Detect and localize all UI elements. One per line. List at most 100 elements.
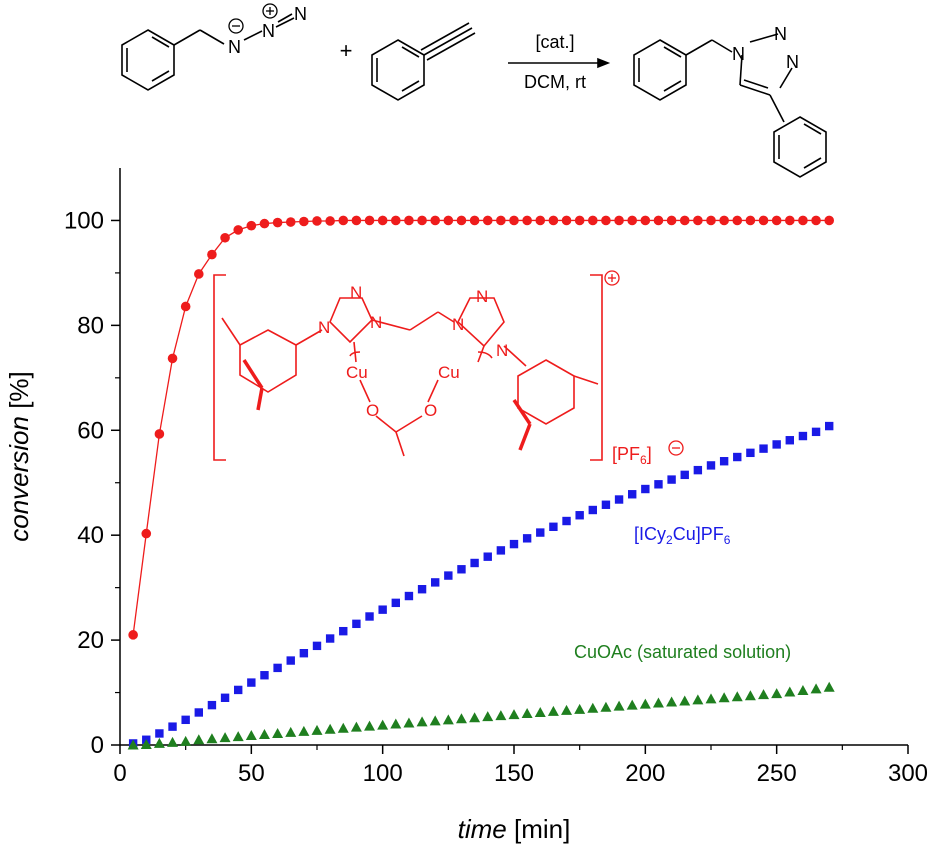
data-point bbox=[521, 708, 533, 719]
series-labels: [PF6] [ICy2Cu]PF6 CuOAc (saturated solut… bbox=[574, 440, 791, 662]
data-point bbox=[443, 215, 454, 226]
data-point bbox=[286, 656, 295, 665]
y-axis-title-unit: [%] bbox=[4, 371, 34, 416]
x-axis-title-italic: time bbox=[458, 814, 507, 844]
reaction-arrow bbox=[508, 57, 611, 69]
condition-top: [cat.] bbox=[535, 32, 574, 52]
data-point bbox=[771, 215, 782, 226]
data-point bbox=[404, 591, 414, 601]
catalyst-cu-left-label: Cu bbox=[346, 363, 368, 382]
data-point bbox=[785, 436, 794, 445]
data-point bbox=[206, 733, 218, 744]
y-tick-label: 80 bbox=[77, 312, 104, 339]
data-point bbox=[324, 723, 336, 734]
data-point bbox=[797, 684, 809, 695]
data-point bbox=[587, 702, 599, 713]
data-point bbox=[744, 690, 756, 701]
data-point bbox=[391, 215, 401, 226]
pf6-label-text: [PF bbox=[612, 444, 640, 464]
data-point bbox=[431, 578, 440, 587]
data-point bbox=[430, 215, 441, 226]
cationic-charge-icon bbox=[604, 270, 620, 286]
data-point bbox=[455, 713, 467, 724]
data-point bbox=[641, 484, 650, 494]
data-point bbox=[390, 718, 402, 729]
x-tick-label: 150 bbox=[494, 760, 534, 787]
data-point bbox=[666, 215, 677, 226]
azide-n3-label: N bbox=[294, 4, 307, 24]
y-tick-label: 60 bbox=[77, 417, 104, 444]
data-point bbox=[588, 505, 597, 515]
y-axis-title-italic: conversion bbox=[4, 416, 34, 542]
icy2cu-label-sub1: 2 bbox=[666, 533, 673, 547]
azide-n1-label: N bbox=[228, 37, 241, 57]
triazole-product bbox=[633, 33, 827, 178]
data-point bbox=[272, 727, 284, 738]
data-point bbox=[654, 480, 663, 489]
catalyst-labels: N N N N N N Cu Cu O O bbox=[318, 283, 508, 420]
data-point bbox=[601, 215, 611, 226]
anion-charge-icon bbox=[668, 440, 684, 456]
data-point bbox=[548, 215, 559, 226]
data-point bbox=[561, 704, 573, 715]
data-point bbox=[759, 444, 768, 453]
icy2cu-label-sub2: 6 bbox=[724, 533, 731, 547]
data-point bbox=[442, 714, 454, 725]
data-point bbox=[535, 215, 546, 226]
data-point bbox=[614, 215, 624, 226]
data-point bbox=[601, 500, 611, 509]
benzyl-azide-ring bbox=[121, 13, 295, 91]
data-point bbox=[247, 678, 256, 687]
x-tick-label: 100 bbox=[363, 760, 403, 787]
phenylacetylene bbox=[371, 22, 476, 101]
data-point bbox=[758, 689, 770, 700]
data-point bbox=[273, 663, 282, 673]
data-point bbox=[731, 691, 743, 702]
data-point bbox=[180, 301, 191, 312]
data-point bbox=[522, 534, 532, 543]
product-n3-label: N bbox=[786, 52, 799, 72]
x-tick-label: 200 bbox=[625, 760, 665, 787]
data-point bbox=[536, 528, 545, 537]
catalyst-cu-right-label: Cu bbox=[438, 363, 460, 382]
y-tick-label: 0 bbox=[91, 732, 104, 759]
data-point bbox=[706, 215, 716, 226]
y-axis-title: conversion [%] bbox=[4, 371, 34, 542]
data-point bbox=[496, 215, 506, 226]
data-point bbox=[194, 708, 203, 717]
condition-bottom: DCM, rt bbox=[524, 72, 586, 92]
data-point bbox=[444, 571, 453, 580]
data-point bbox=[153, 737, 165, 748]
data-point bbox=[771, 688, 783, 699]
data-point bbox=[574, 703, 586, 714]
data-point bbox=[614, 495, 624, 504]
data-point bbox=[246, 220, 257, 231]
data-point bbox=[285, 726, 297, 737]
x-tick-label: 50 bbox=[238, 760, 265, 787]
data-point bbox=[547, 705, 559, 716]
series-2 bbox=[127, 681, 835, 750]
data-point bbox=[719, 457, 729, 466]
series-label-cuoac: CuOAc (saturated solution) bbox=[574, 642, 791, 662]
catalyst-o-right-label: O bbox=[424, 401, 437, 420]
series-0 bbox=[128, 215, 834, 640]
data-point bbox=[784, 686, 796, 697]
minus-charge-icon bbox=[228, 18, 244, 34]
data-point bbox=[798, 431, 808, 441]
data-point bbox=[825, 421, 834, 431]
data-point bbox=[141, 528, 152, 539]
data-point bbox=[232, 731, 244, 742]
data-point bbox=[470, 558, 479, 568]
data-point bbox=[325, 634, 335, 643]
data-point bbox=[456, 215, 467, 226]
data-point bbox=[325, 216, 335, 226]
data-point bbox=[219, 732, 231, 743]
data-point bbox=[391, 598, 400, 608]
catalyst-n-label: N bbox=[318, 318, 330, 337]
data-point bbox=[652, 697, 664, 708]
data-point bbox=[733, 452, 742, 462]
data-point bbox=[351, 215, 362, 226]
data-point bbox=[496, 546, 506, 555]
data-point bbox=[193, 734, 205, 745]
data-point bbox=[377, 719, 389, 730]
